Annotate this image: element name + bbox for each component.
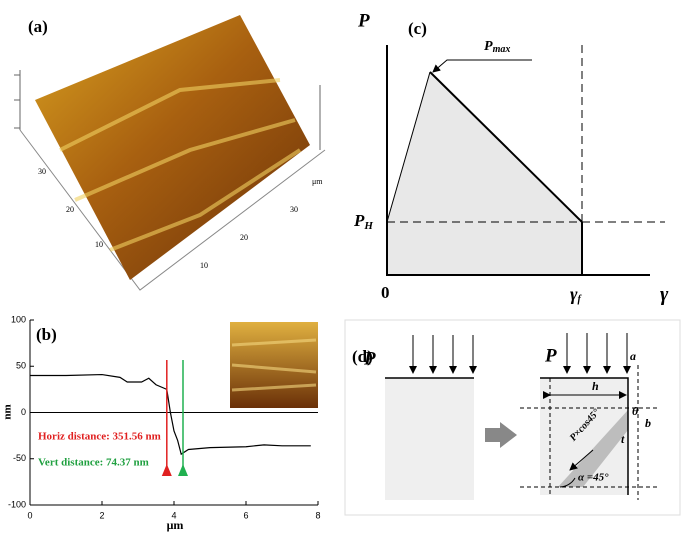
leader-arrow bbox=[432, 59, 532, 73]
curve bbox=[386, 71, 431, 223]
profile-line bbox=[30, 373, 311, 456]
tick-label: 20 bbox=[66, 205, 74, 214]
label: H bbox=[363, 220, 373, 232]
panel-label: (a) bbox=[28, 17, 48, 36]
frame bbox=[344, 319, 681, 516]
svg-text:Pmax: Pmax bbox=[484, 39, 510, 55]
transition-arrow bbox=[485, 422, 517, 448]
tick-label: 20 bbox=[240, 233, 248, 242]
label: P bbox=[484, 39, 493, 54]
label: b bbox=[645, 416, 651, 430]
label: t bbox=[621, 432, 625, 446]
terrace bbox=[59, 78, 302, 252]
block-edge bbox=[540, 377, 629, 495]
annotation: Vert distance: 74.37 nm bbox=[38, 457, 149, 469]
svg-text:γf: γf bbox=[570, 284, 583, 305]
y-tick-label: -100 bbox=[8, 499, 26, 509]
label: θ bbox=[632, 404, 639, 418]
panel-a: (a) 30 20 10 30 20 10 μm bbox=[14, 15, 326, 291]
y-tick-label: 100 bbox=[11, 314, 26, 324]
x-tick-label: 0 bbox=[27, 510, 32, 520]
unit-label: μm bbox=[312, 177, 323, 186]
force-arrow bbox=[569, 449, 594, 471]
panel-label: (c) bbox=[408, 19, 427, 38]
annotation: Horiz distance: 351.56 nm bbox=[38, 431, 161, 443]
axis-frame bbox=[19, 129, 326, 291]
x-tick-label: 4 bbox=[171, 510, 176, 520]
panel-b: -100 -50 0 50 100 0 2 4 6 8 Horiz distance: 351.56… bbox=[2, 314, 321, 531]
label: P bbox=[353, 211, 365, 230]
cursor-marker bbox=[161, 464, 172, 476]
label: 0 bbox=[381, 283, 390, 302]
tick-label: 10 bbox=[200, 261, 208, 270]
tick-label: 30 bbox=[290, 205, 298, 214]
label: P bbox=[363, 348, 376, 369]
x-tick-label: 6 bbox=[243, 510, 248, 520]
tick-label: 30 bbox=[38, 167, 46, 176]
panel-label: (b) bbox=[36, 325, 57, 344]
inset-texture bbox=[231, 338, 317, 392]
cursor-marker bbox=[178, 464, 188, 476]
axis-label: γ bbox=[660, 284, 669, 306]
label: γ bbox=[570, 284, 578, 304]
shaded-area bbox=[387, 72, 582, 275]
axis-label: P bbox=[357, 10, 370, 31]
y-tick-label: 50 bbox=[16, 361, 26, 371]
x-tick-label: 8 bbox=[315, 510, 320, 520]
block bbox=[385, 378, 474, 500]
panel-c: P (c) Pmax PH 0 γf γ bbox=[353, 10, 669, 305]
angle-arc bbox=[559, 477, 576, 488]
label: h bbox=[592, 379, 599, 393]
axis-frame bbox=[14, 70, 321, 150]
label: α =45° bbox=[578, 472, 609, 484]
label: a bbox=[630, 349, 636, 363]
y-axis-label: nm bbox=[2, 404, 14, 419]
label: f bbox=[578, 294, 583, 305]
x-axis-label: μm bbox=[167, 518, 184, 532]
load-arrows bbox=[409, 333, 631, 374]
label: max bbox=[493, 44, 511, 55]
guide-lines bbox=[520, 365, 660, 500]
y-tick-label: -50 bbox=[13, 453, 26, 463]
svg-text:PH: PH bbox=[353, 211, 373, 232]
tick-label: 10 bbox=[95, 240, 103, 249]
y-tick-label: 0 bbox=[21, 407, 26, 417]
afm-surface bbox=[35, 15, 310, 280]
x-tick-label: 2 bbox=[99, 510, 104, 520]
panel-label: (d) bbox=[352, 347, 373, 366]
panel-d: (d) P P h a b θ t P×cos45° α =45° bbox=[344, 319, 681, 516]
label: P bbox=[544, 345, 557, 366]
